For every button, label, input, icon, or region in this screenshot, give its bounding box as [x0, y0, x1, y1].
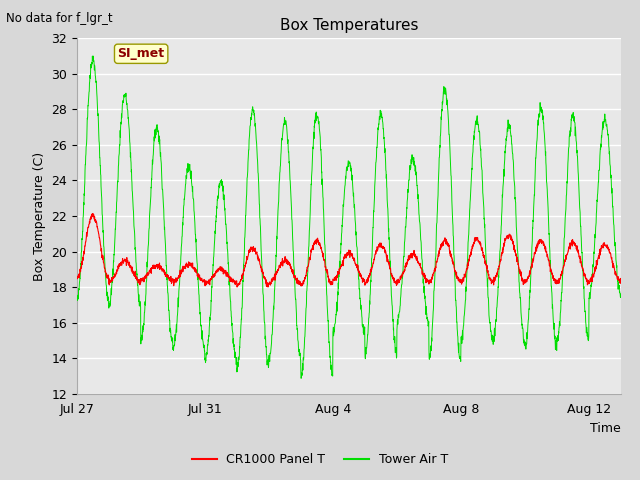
Text: SI_met: SI_met: [118, 47, 164, 60]
Legend: CR1000 Panel T, Tower Air T: CR1000 Panel T, Tower Air T: [186, 448, 454, 471]
Title: Box Temperatures: Box Temperatures: [280, 18, 418, 33]
Y-axis label: Box Temperature (C): Box Temperature (C): [33, 151, 45, 281]
X-axis label: Time: Time: [590, 422, 621, 435]
Text: No data for f_lgr_t: No data for f_lgr_t: [6, 12, 113, 25]
